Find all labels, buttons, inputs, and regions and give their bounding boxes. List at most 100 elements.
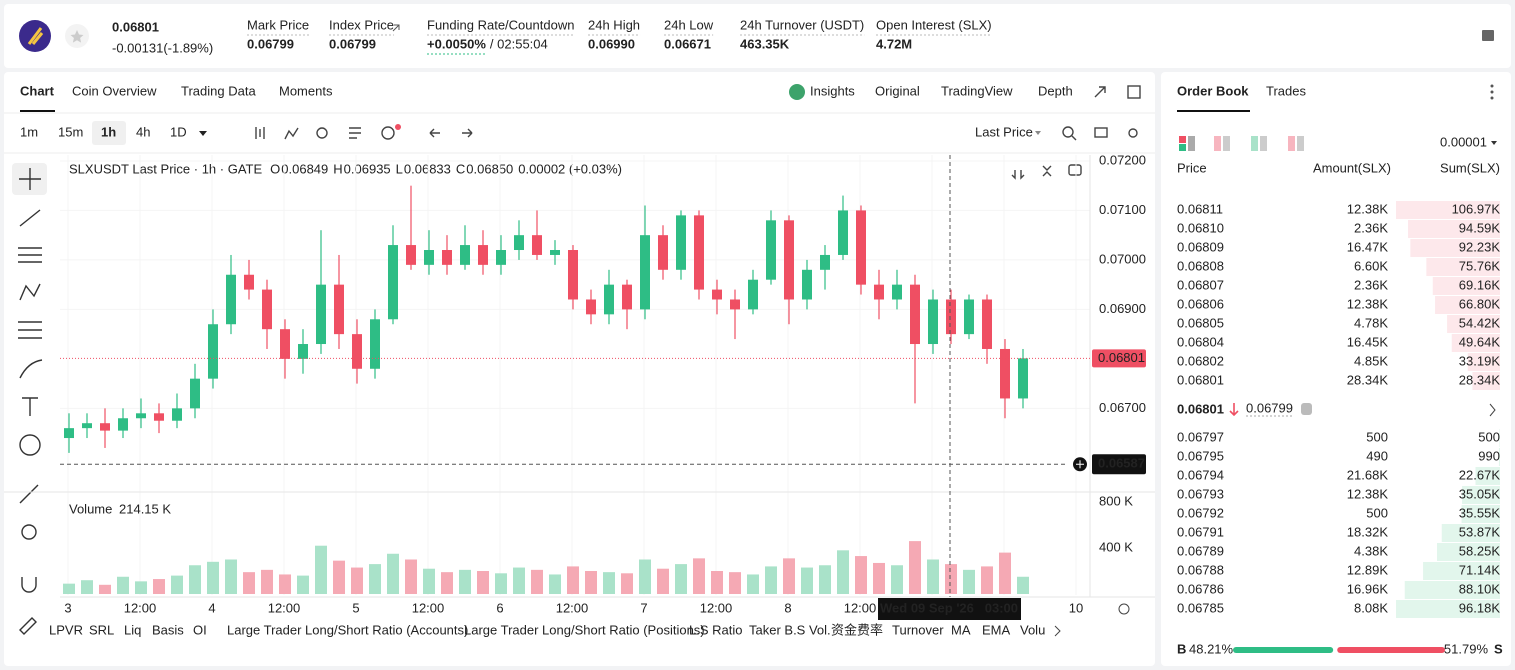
candle-body (676, 215, 686, 270)
indicator[interactable]: Large Trader Long/Short Ratio (Accounts) (227, 622, 468, 637)
candle-body (334, 284, 344, 335)
badge (395, 124, 401, 130)
buy-letter: B (1177, 641, 1186, 656)
crosshair-time-badge (878, 598, 1021, 620)
candle-body (514, 235, 524, 251)
indicator[interactable]: LPVR (49, 622, 83, 637)
candle-body (964, 299, 974, 335)
view-tab[interactable]: TradingView (941, 83, 1013, 98)
view-tab[interactable]: Insights (810, 83, 855, 98)
book-sum: 500 (1478, 429, 1500, 444)
volume-bar (405, 559, 417, 594)
volume-bar (747, 574, 759, 594)
interval[interactable]: 1h (101, 124, 116, 139)
book-price: 0.06786 (1177, 581, 1224, 596)
book-price: 0.06811 (1177, 201, 1223, 216)
candle-body (568, 250, 578, 300)
interval[interactable]: 4h (136, 124, 150, 139)
chevron[interactable] (1054, 625, 1061, 637)
stat-label: Open Interest (SLX) (876, 17, 992, 32)
indicator[interactable]: EMA (982, 622, 1011, 637)
book-price: 0.06791 (1177, 524, 1224, 539)
x-tick-label: 7 (640, 600, 647, 615)
volume-bar (117, 576, 129, 594)
indicator[interactable]: Large Trader Long/Short Ratio (Positions… (464, 622, 705, 637)
settings-icon[interactable] (1118, 603, 1130, 615)
candle-body (406, 245, 416, 265)
volume-bar (351, 567, 363, 594)
chart-tab[interactable]: Chart (20, 83, 55, 98)
depth-bar (1441, 524, 1500, 542)
view-tab[interactable]: Original (875, 83, 920, 98)
legend-symbol: SLXUSDT Last Price · 1h · GATE (69, 161, 262, 176)
book-tab[interactable]: Trades (1266, 83, 1306, 98)
y-tick-label: 0.07100 (1099, 202, 1146, 217)
book-sum: 33.19K (1459, 353, 1501, 368)
chart-tab[interactable]: Moments (279, 83, 333, 98)
crosshair-time-label: Wed 09 Sep '26 03:00 (880, 600, 1018, 615)
volume-bar (837, 550, 849, 594)
indicator[interactable]: Turnover (892, 622, 944, 637)
price-source[interactable]: Last Price (975, 124, 1033, 139)
volume-bar (135, 581, 147, 594)
sell-ratio: 51.79% (1444, 641, 1489, 656)
book-price: 0.06810 (1177, 220, 1224, 235)
chart-tab[interactable]: Coin Overview (72, 83, 157, 98)
link-icon (392, 24, 400, 32)
ai-icon[interactable] (789, 84, 805, 100)
indicator[interactable]: Basis (152, 622, 184, 637)
volume-title: Volume (69, 501, 112, 516)
depth-bar (1437, 543, 1500, 561)
interval[interactable]: 15m (58, 124, 83, 139)
indicator[interactable]: 资金费率 (831, 622, 883, 637)
indicator[interactable]: Volu (1020, 622, 1045, 637)
chart-tab[interactable]: Trading Data (181, 83, 256, 98)
buy-ratio: 48.21% (1189, 641, 1234, 656)
interval[interactable]: 1m (20, 124, 38, 139)
book-sum: 28.34K (1459, 372, 1501, 387)
candle-body (712, 289, 722, 300)
candle-body (64, 428, 74, 439)
book-price: 0.06801 (1177, 372, 1224, 387)
book-amount: 21.68K (1347, 467, 1389, 482)
indicator[interactable]: MA (951, 622, 971, 637)
depth-bar (1432, 277, 1500, 295)
indicator[interactable]: OI (193, 622, 207, 637)
candle-body (244, 274, 254, 290)
indicator[interactable]: Taker B.S Vol. (749, 622, 831, 637)
stat-value: 0.06990 (588, 36, 635, 51)
volume-bar (441, 572, 453, 594)
indicator[interactable]: Liq (124, 622, 141, 637)
book-sum: 35.05K (1459, 486, 1501, 501)
crosshair-plus-mark (1076, 460, 1084, 469)
volume-bar (369, 564, 381, 594)
candle-body (892, 284, 902, 300)
volume-tick-label: 400 K (1099, 539, 1133, 554)
book-price: 0.06802 (1177, 353, 1224, 368)
toolbar-icons[interactable] (255, 85, 1141, 180)
candle-body (442, 250, 452, 265)
view-tab[interactable]: Depth (1038, 83, 1073, 98)
candle-body (82, 423, 92, 429)
depth-bar (1426, 258, 1500, 276)
indicator[interactable]: SRL (89, 622, 114, 637)
indicator[interactable]: L.S Ratio (689, 622, 742, 637)
depth-bar (1472, 372, 1500, 390)
book-tab[interactable]: Order Book (1177, 83, 1249, 98)
book-view-icons[interactable] (1179, 136, 1304, 151)
volume-bar (261, 569, 273, 594)
y-tick-label: 0.07200 (1099, 152, 1146, 167)
candle-body (604, 284, 614, 315)
drawing-tools[interactable] (18, 168, 43, 635)
candle-body (640, 235, 650, 310)
interval[interactable]: 1D (170, 124, 187, 139)
volume-bar (621, 573, 633, 594)
chevron[interactable] (1489, 403, 1496, 417)
depth-bar (1475, 467, 1500, 485)
caret (199, 131, 207, 136)
price-change: -0.00131(-1.89%) (112, 40, 213, 55)
candle-body (154, 413, 164, 421)
more-icon[interactable] (1490, 84, 1494, 100)
notes-icon[interactable] (1482, 30, 1494, 41)
candle-body (316, 284, 326, 345)
